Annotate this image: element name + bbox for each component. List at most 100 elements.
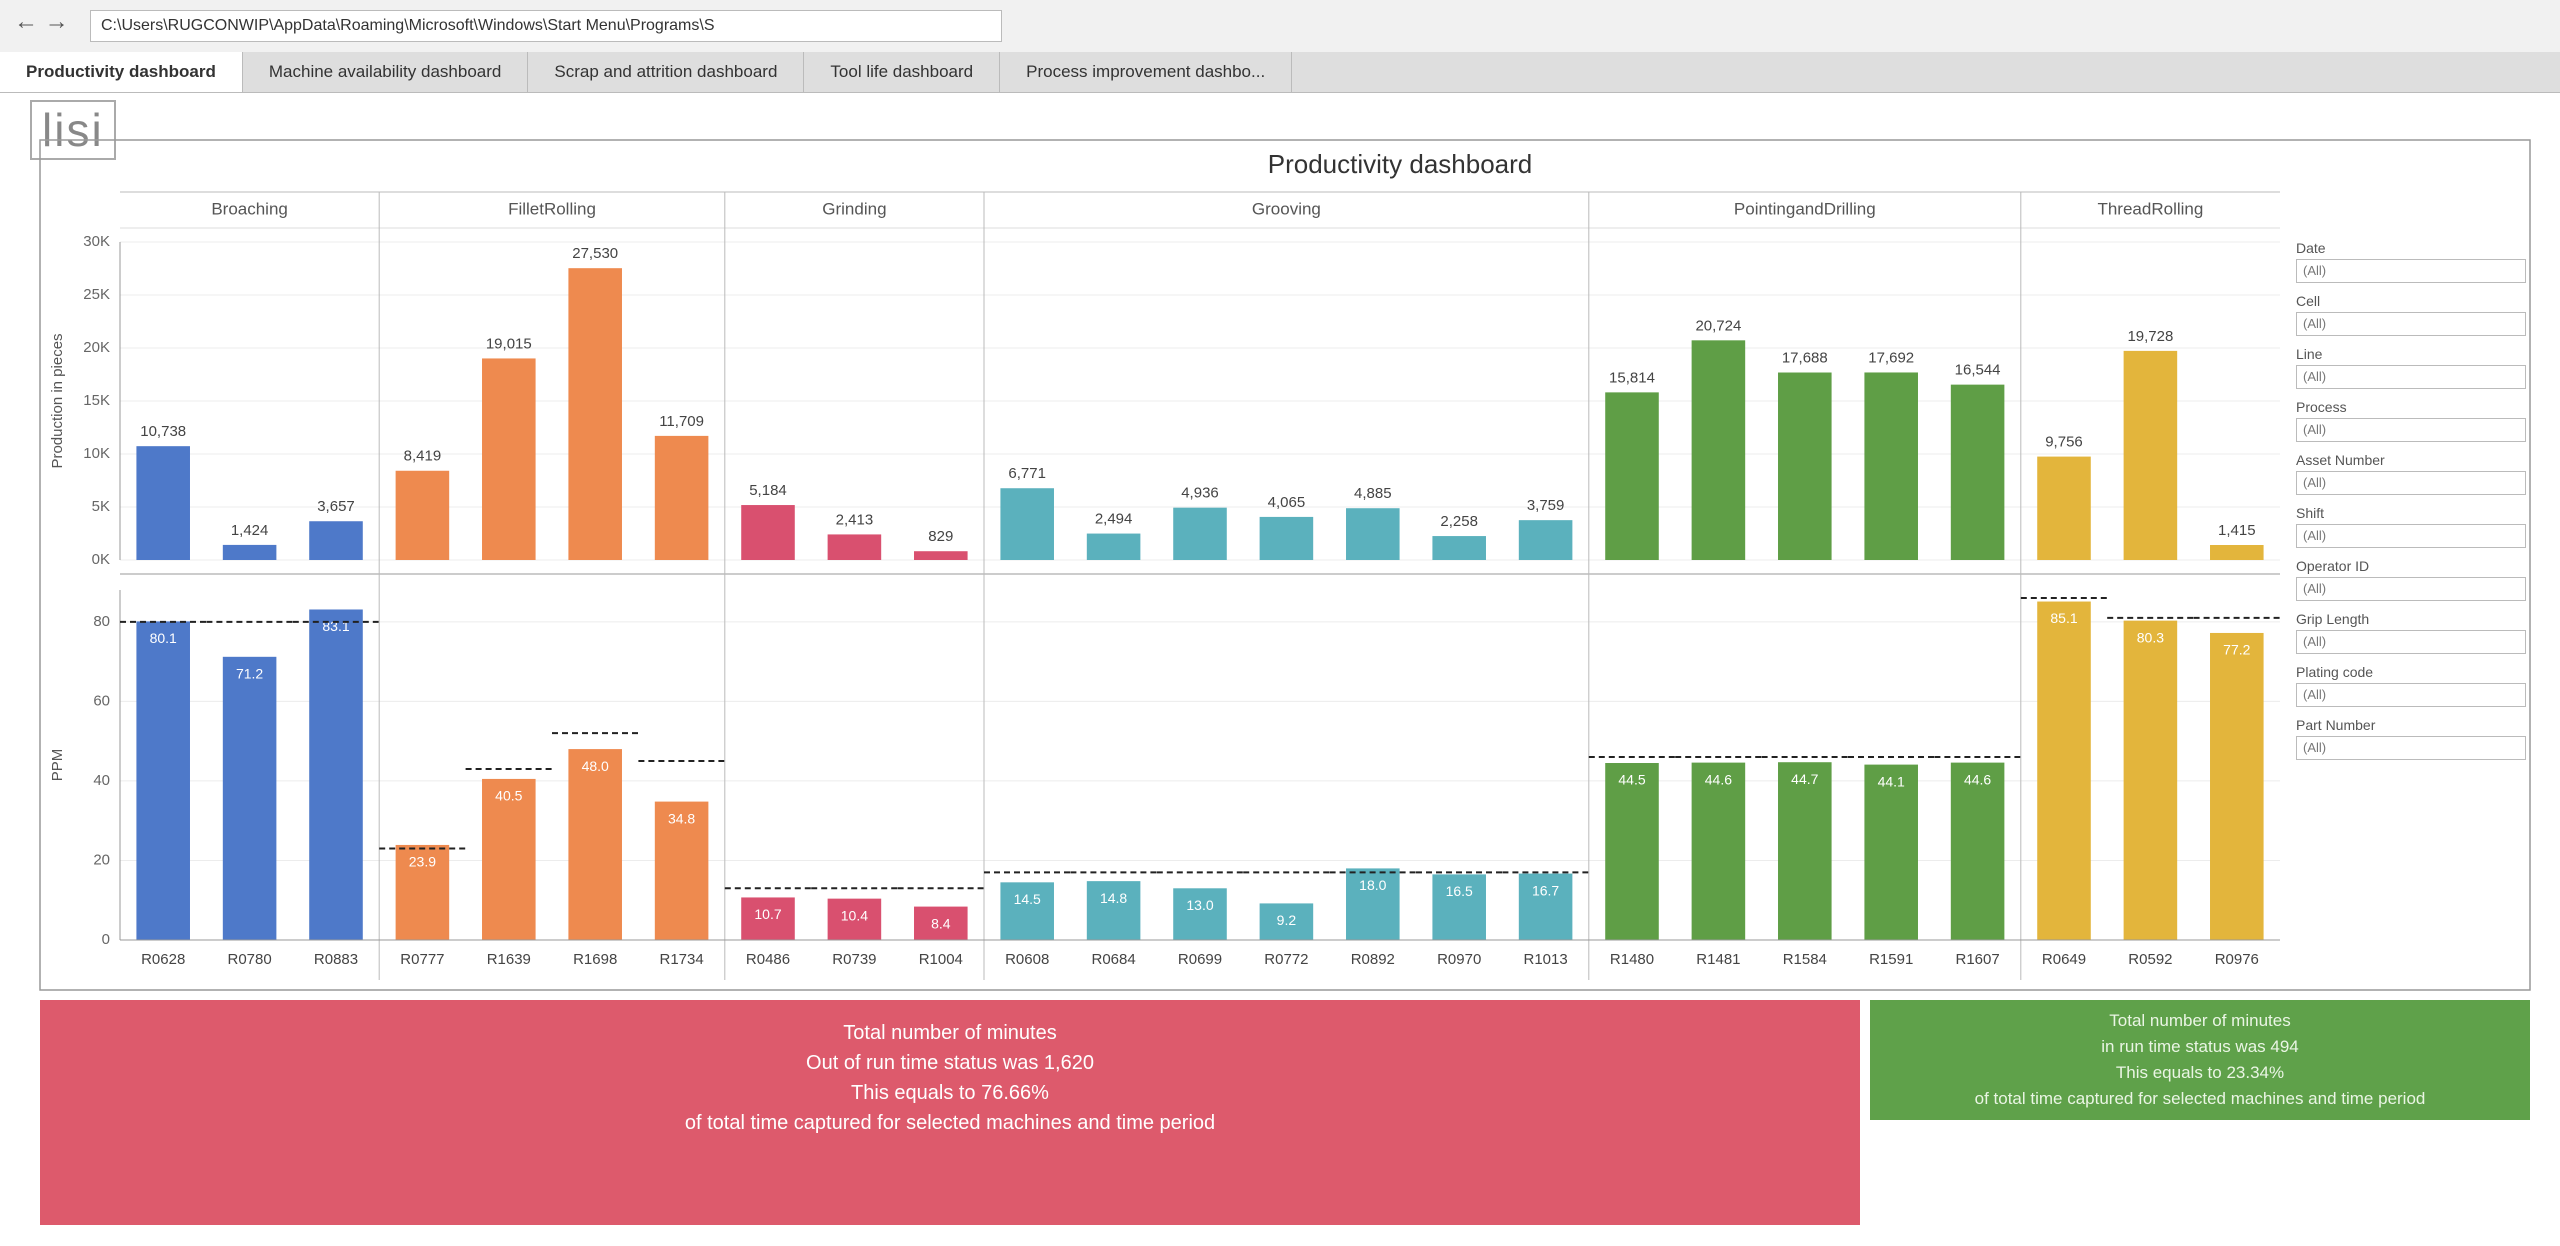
out-of-run-status: Total number of minutes Out of run time s… <box>40 1000 1860 1225</box>
ppm-bar <box>482 778 536 940</box>
logo: lisi <box>30 100 116 160</box>
browser-tab[interactable]: Process improvement dashbo... <box>1000 52 1293 92</box>
filter-dropdown[interactable]: (All) <box>2296 524 2526 548</box>
ppm-bar <box>568 749 622 940</box>
machine-label: R1480 <box>1610 951 1654 968</box>
filter-label: Line <box>2296 346 2323 362</box>
dashboard-frame <box>39 139 2531 991</box>
browser-tab[interactable]: Scrap and attrition dashboard <box>528 52 805 92</box>
filter-dropdown[interactable]: (All) <box>2296 683 2526 707</box>
ppm-bar <box>1518 873 1573 940</box>
ppm-bar <box>1086 881 1141 940</box>
filter-label: Grip Length <box>2296 611 2370 627</box>
filter-dropdown[interactable]: (All) <box>2296 736 2526 760</box>
filter-label: Plating code <box>2296 664 2374 680</box>
production-bar <box>136 446 190 560</box>
process-header: ThreadRolling <box>2097 199 2203 218</box>
production-label: 11,709 <box>659 413 704 430</box>
browser-bar: ← → C:\Users\RUGCONWIP\AppData\Roaming\M… <box>0 0 2560 53</box>
production-bar <box>2210 545 2264 560</box>
filter-label: Process <box>2296 399 2347 415</box>
filter-dropdown[interactable]: (All) <box>2296 312 2526 336</box>
machine-label: R1013 <box>1523 951 1567 968</box>
production-bar <box>1432 536 1486 560</box>
ppm-bar <box>1173 888 1227 940</box>
production-bar <box>741 505 795 560</box>
in-run-status: Total number of minutes in run time statu… <box>1870 1000 2530 1120</box>
filter-label: Date <box>2296 240 2326 256</box>
production-bar <box>1000 488 1054 560</box>
status-line: in run time status was 494 <box>2101 1037 2299 1056</box>
filter-dropdown[interactable]: (All) <box>2296 471 2526 495</box>
ppm-label: 71.2 <box>236 666 263 682</box>
status-line: Total number of minutes <box>2109 1011 2291 1030</box>
production-label: 2,494 <box>1095 511 1133 528</box>
machine-label: R1639 <box>487 951 531 968</box>
process-header: FilletRolling <box>508 199 596 218</box>
production-label: 17,692 <box>1868 349 1914 366</box>
ppm-label: 85.1 <box>2050 610 2077 626</box>
machine-label: R1734 <box>659 951 703 968</box>
production-label: 2,258 <box>1440 513 1478 530</box>
nav-buttons[interactable]: ← → <box>14 8 69 35</box>
browser-tab[interactable]: Productivity dashboard <box>0 52 243 92</box>
ppm-label: 34.8 <box>668 810 695 826</box>
machine-label: R0772 <box>1264 951 1308 968</box>
ppm-label: 40.5 <box>495 788 522 804</box>
ppm-label: 44.6 <box>1964 771 1991 787</box>
browser-tab[interactable]: Machine availability dashboard <box>243 52 529 92</box>
ppm-label: 14.8 <box>1100 890 1127 906</box>
browser-tab[interactable]: Tool life dashboard <box>804 52 1001 92</box>
machine-label: R1698 <box>573 951 617 968</box>
filter-dropdown[interactable]: (All) <box>2296 259 2526 283</box>
production-bar <box>1259 516 1314 560</box>
filter-dropdown[interactable]: (All) <box>2296 577 2526 601</box>
process-header: Broaching <box>211 199 288 218</box>
production-bar <box>309 521 363 560</box>
production-label: 3,759 <box>1527 497 1565 514</box>
production-bar <box>1605 392 1659 560</box>
y-tick-label: 30K <box>83 233 110 250</box>
machine-label: R0486 <box>746 951 790 968</box>
address-bar[interactable]: C:\Users\RUGCONWIP\AppData\Roaming\Micro… <box>90 10 1002 42</box>
status-line: of total time captured for selected mach… <box>684 1112 1216 1134</box>
production-bar <box>1518 520 1573 560</box>
ppm-label: 9.2 <box>1277 912 1297 928</box>
production-label: 4,885 <box>1354 485 1392 502</box>
ppm-label: 48.0 <box>582 758 609 774</box>
machine-label: R0699 <box>1178 951 1222 968</box>
filter-dropdown[interactable]: (All) <box>2296 365 2526 389</box>
status-line: Out of run time status was 1,620 <box>806 1052 1094 1074</box>
machine-label: R0883 <box>314 951 358 968</box>
y-tick-label: 20K <box>83 339 110 356</box>
production-label: 9,756 <box>2045 434 2083 451</box>
filter-label: Part Number <box>2296 717 2376 733</box>
filter-dropdown[interactable]: (All) <box>2296 630 2526 654</box>
production-label: 6,771 <box>1008 465 1046 482</box>
production-label: 829 <box>928 528 953 545</box>
ppm-label: 44.6 <box>1705 771 1732 787</box>
ppm-bar <box>914 906 968 940</box>
ppm-bar <box>309 609 363 940</box>
production-label: 1,415 <box>2218 522 2256 539</box>
machine-label: R1607 <box>1955 951 1999 968</box>
production-label: 1,424 <box>231 522 269 539</box>
ppm-label: 13.0 <box>1186 897 1213 913</box>
filter-dropdown[interactable]: (All) <box>2296 418 2526 442</box>
ppm-bar <box>1000 882 1054 940</box>
production-label: 19,728 <box>2127 328 2173 345</box>
production-bar <box>1173 507 1227 560</box>
y-tick-label: 20 <box>93 851 110 868</box>
filter-label: Shift <box>2296 505 2325 521</box>
ppm-bar <box>2210 632 2264 940</box>
ppm-bar <box>222 656 277 940</box>
ppm-label: 44.5 <box>1618 772 1645 788</box>
ppm-label: 83.1 <box>322 618 349 634</box>
production-bar <box>2037 456 2091 560</box>
production-label: 15,814 <box>1609 369 1655 386</box>
production-label: 20,724 <box>1695 317 1741 334</box>
status-line: This equals to 23.34% <box>2115 1063 2285 1082</box>
status-line: of total time captured for selected mach… <box>1974 1089 2426 1108</box>
axis-title: Production in pieces <box>49 333 66 468</box>
axis-title: PPM <box>49 749 66 782</box>
